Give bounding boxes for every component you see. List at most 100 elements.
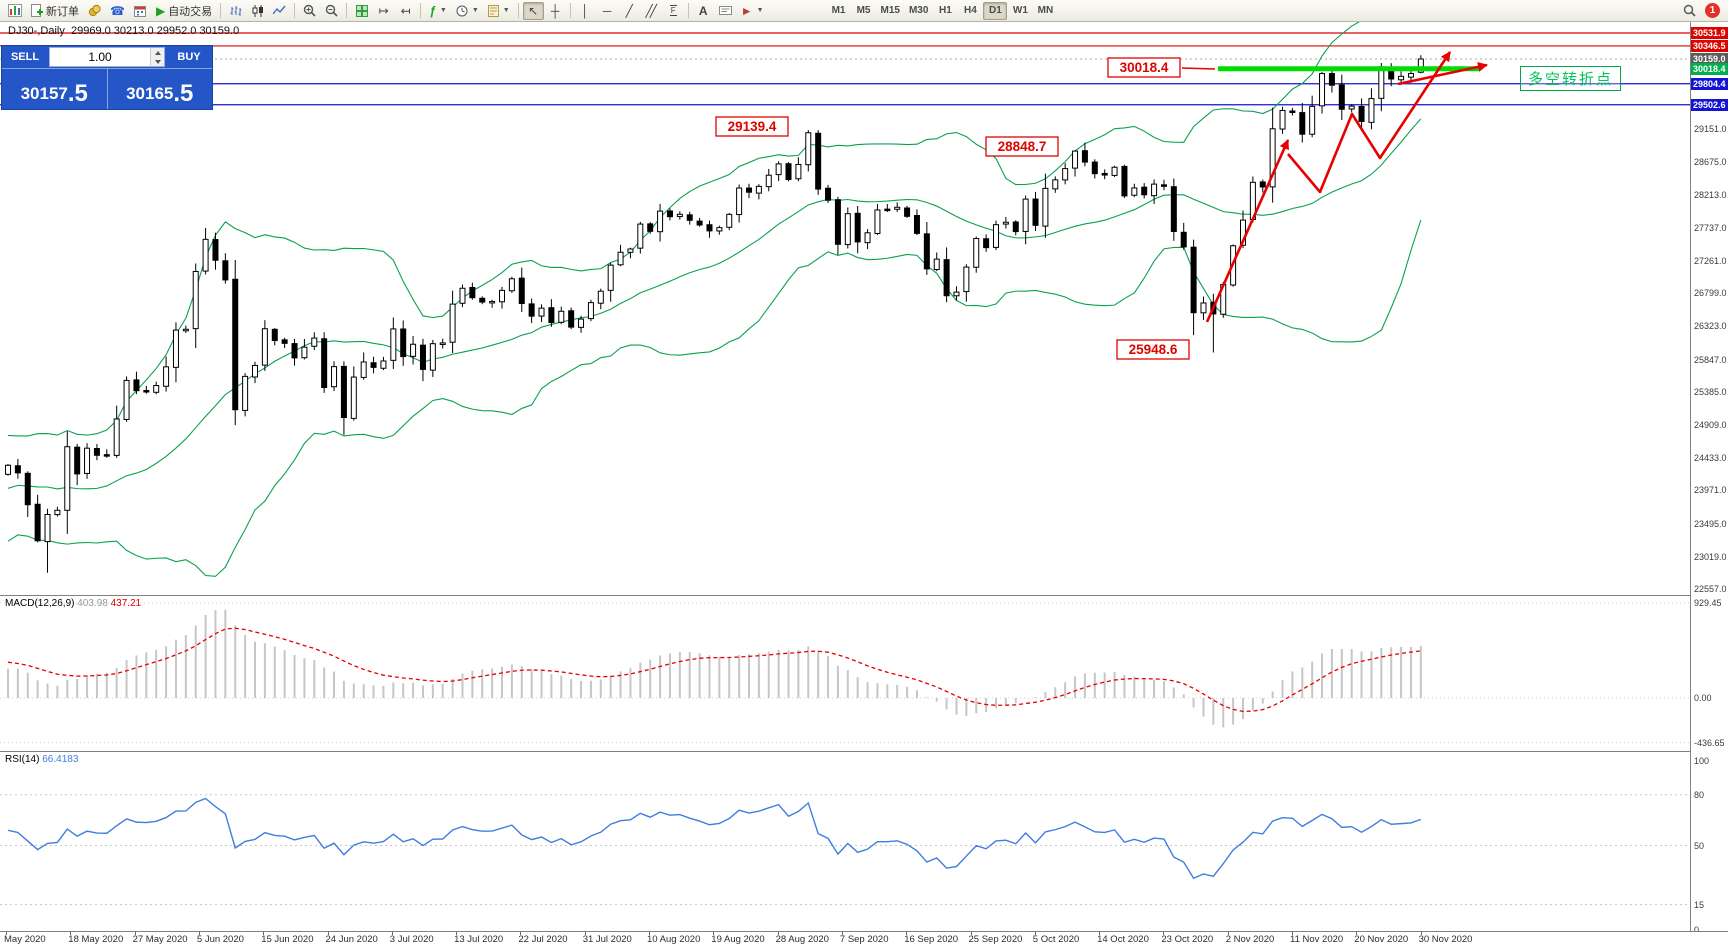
- new-order-label: 新订单: [46, 5, 79, 18]
- toolbar-separator: [420, 3, 422, 18]
- turning-point-annotation[interactable]: 多空转折点: [1520, 66, 1622, 91]
- date-tick: [520, 932, 522, 935]
- indicators-dropdown[interactable]: ƒ ▼: [425, 2, 451, 20]
- date-tick: [198, 932, 200, 935]
- search-icon[interactable]: [1679, 2, 1700, 20]
- timeframe-button-M5[interactable]: M5: [852, 2, 876, 20]
- sell-price[interactable]: 30157.5: [2, 69, 108, 109]
- buy-button[interactable]: BUY: [166, 46, 212, 68]
- sell-button[interactable]: SELL: [2, 46, 48, 68]
- price-tick-label: 29151.0: [1694, 124, 1727, 135]
- date-label: 22 Jul 2020: [518, 934, 568, 945]
- price-note: 29139.4: [728, 119, 777, 134]
- chart-window-icon[interactable]: [4, 2, 26, 20]
- date-label: 10 Aug 2020: [647, 934, 701, 945]
- arrows-dropdown[interactable]: ► ▼: [737, 2, 768, 20]
- crosshair-icon[interactable]: ┼: [545, 2, 566, 20]
- toolbar-separator: [687, 3, 689, 18]
- fibonacci-icon[interactable]: F: [663, 2, 684, 20]
- timeframe-button-W1[interactable]: W1: [1008, 2, 1032, 20]
- play-icon: ▶: [155, 3, 166, 18]
- price-tick-label: 24433.0: [1694, 453, 1727, 464]
- templates-dropdown[interactable]: ▼: [484, 2, 514, 20]
- timeframe-button-D1[interactable]: D1: [983, 1, 1008, 20]
- macd-indicator-label: MACD(12,26,9) 403.98 437.21: [5, 598, 142, 609]
- notification-badge[interactable]: 1: [1705, 3, 1720, 18]
- volume-box: [49, 47, 165, 67]
- zoom-out-icon[interactable]: [321, 2, 342, 20]
- volume-increase-button[interactable]: [151, 48, 164, 57]
- price-axis-marker-current: 30159.0: [1691, 52, 1728, 65]
- line-chart-type-icon[interactable]: [269, 2, 290, 20]
- rsi-panel-canvas[interactable]: [0, 752, 1690, 931]
- cursor-icon[interactable]: ↖: [522, 1, 544, 20]
- toolbar: 新订单 ☎ ▶ 自动交易 ↦ ↤ ƒ ▼ ▼ ▼ ↖ ┼ │ ─ ╱: [0, 0, 1728, 22]
- deposit-icon[interactable]: [84, 2, 105, 20]
- support-phone-icon[interactable]: ☎: [106, 2, 129, 20]
- price-tick-label: 23019.0: [1694, 551, 1727, 562]
- price-tick-label: 26323.0: [1694, 321, 1727, 332]
- price-note: 25948.6: [1129, 342, 1178, 357]
- timeframe-button-H4[interactable]: H4: [958, 2, 982, 20]
- timeframe-button-M15[interactable]: M15: [877, 2, 904, 20]
- date-label: 2 Nov 2020: [1225, 934, 1275, 945]
- chart-shift-icon[interactable]: ↤: [395, 2, 416, 20]
- timeframe-button-MN[interactable]: MN: [1033, 2, 1057, 20]
- channel-icon[interactable]: ╱ ╱: [641, 2, 662, 20]
- price-axis-marker-red: 30346.5: [1691, 39, 1728, 52]
- candlestick-type-icon[interactable]: [247, 2, 268, 20]
- volume-input[interactable]: [50, 48, 150, 66]
- auto-scroll-icon[interactable]: ↦: [373, 2, 394, 20]
- date-tick: [70, 932, 72, 935]
- date-tick: [1292, 932, 1293, 935]
- autotrading-button[interactable]: ▶ 自动交易: [152, 2, 216, 20]
- date-label: 11 Nov 2020: [1290, 934, 1344, 945]
- new-order-button[interactable]: 新订单: [27, 2, 83, 20]
- timeframe-button-H1[interactable]: H1: [933, 2, 957, 20]
- timeframe-button-M30[interactable]: M30: [905, 2, 932, 20]
- zoom-in-icon[interactable]: [299, 2, 320, 20]
- price-note: 28848.7: [998, 139, 1047, 154]
- text-icon[interactable]: A: [693, 2, 714, 20]
- buy-price[interactable]: 30165.5: [126, 80, 194, 107]
- date-tick: [713, 932, 715, 935]
- macd-scale-label: 929.45: [1694, 598, 1722, 608]
- bar-chart-type-icon[interactable]: [225, 2, 246, 20]
- macd-panel-canvas[interactable]: [0, 596, 1690, 751]
- text-label-icon[interactable]: [715, 2, 736, 20]
- toolbar-separator: [569, 3, 571, 18]
- price-tick-label: 27737.0: [1694, 222, 1727, 233]
- timeframe-button-M1[interactable]: M1: [827, 2, 851, 20]
- main-chart-canvas[interactable]: 30018.4 29139.4 28848.7 25948.6: [0, 22, 1690, 595]
- date-label: 28 Aug 2020: [775, 934, 829, 945]
- date-label: 16 Sep 2020: [904, 934, 959, 945]
- date-tick: [6, 932, 7, 935]
- ohlc-values: 29969.0 30213.0 29952.0 30159.0: [70, 25, 240, 37]
- price-note: 30018.4: [1120, 60, 1169, 75]
- rsi-scale-label: 15: [1694, 899, 1705, 910]
- horizontal-line-icon[interactable]: ─: [597, 2, 618, 20]
- toolbar-separator: [346, 3, 348, 18]
- date-tick: [906, 932, 908, 935]
- timeframe-toolbar: M1 M5 M15 M30 H1 H4 D1 W1 MN: [827, 1, 1058, 20]
- price-axis-marker-red: 30531.9: [1691, 27, 1728, 39]
- economic-calendar-icon[interactable]: [130, 2, 151, 20]
- price-tick-label: 28213.0: [1694, 189, 1727, 200]
- price-tick-label: 28675.0: [1694, 157, 1727, 168]
- date-label: May 2020: [4, 934, 46, 945]
- price-axis: 29151.0 28675.0 28213.0 27737.0 27261.0 26799…: [1690, 22, 1728, 935]
- toolbar-separator: [220, 3, 222, 18]
- price-axis-marker-green: 30018.4: [1691, 62, 1728, 75]
- date-tick: [391, 932, 393, 935]
- vertical-line-icon[interactable]: │: [575, 2, 596, 20]
- price-tick-label: 27261.0: [1694, 256, 1727, 267]
- panel-separator[interactable]: [0, 751, 1728, 752]
- volume-decrease-button[interactable]: [151, 57, 164, 66]
- date-label: 13 Jul 2020: [454, 934, 504, 945]
- trendline-icon[interactable]: ╱: [619, 2, 640, 20]
- tile-windows-icon[interactable]: [351, 2, 372, 20]
- price-tick-label: 26799.0: [1694, 288, 1727, 299]
- panel-separator[interactable]: [0, 595, 1728, 596]
- periods-dropdown[interactable]: ▼: [452, 2, 483, 20]
